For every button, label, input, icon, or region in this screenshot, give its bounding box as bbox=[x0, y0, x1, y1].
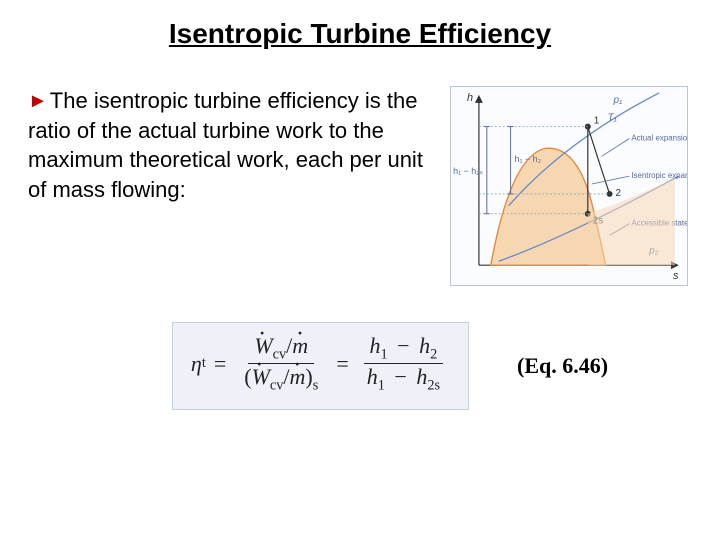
h1-h2-label: h₁ − h₂ bbox=[515, 154, 542, 164]
frac-1: Wcv/m (Wcv/m)s bbox=[238, 333, 324, 395]
state-1-label: 1 bbox=[594, 116, 600, 127]
page-title: Isentropic Turbine Efficiency bbox=[0, 0, 720, 50]
equals-1: = bbox=[214, 351, 226, 377]
lead-text: The bbox=[50, 88, 94, 113]
axis-h-label: h bbox=[467, 92, 473, 104]
eta-sub: t bbox=[202, 355, 206, 372]
definition-paragraph: ►The isentropic turbine efficiency is th… bbox=[28, 86, 428, 286]
content-row: ►The isentropic turbine efficiency is th… bbox=[0, 86, 720, 286]
equation-label: (Eq. 6.46) bbox=[517, 353, 608, 379]
eta: η bbox=[191, 351, 202, 377]
term-text: isentropic turbine efficiency bbox=[94, 88, 359, 113]
state-2-label: 2 bbox=[616, 188, 622, 199]
axis-s-label: s bbox=[673, 270, 679, 282]
hs-diagram: h s 1 T₁ p₁ 2s 2 bbox=[450, 86, 688, 286]
equals-2: = bbox=[336, 351, 348, 377]
actual-label: Actual expansion bbox=[631, 133, 688, 142]
diagram-container: h s 1 T₁ p₁ 2s 2 bbox=[428, 86, 692, 286]
p1-label: p₁ bbox=[613, 95, 623, 106]
frac-2: h1 − h2 h1 − h2s bbox=[361, 333, 446, 395]
h1-h2s-label: h₁ − h₂ₛ bbox=[453, 166, 483, 176]
equation-row: ηt = Wcv/m (Wcv/m)s = h1 − h2 h1 − h2s (… bbox=[0, 322, 720, 410]
isentropic-label: Isentropic expansion bbox=[631, 171, 688, 180]
equation-box: ηt = Wcv/m (Wcv/m)s = h1 − h2 h1 − h2s bbox=[172, 322, 469, 410]
bullet-icon: ► bbox=[28, 88, 48, 115]
t1-label: T₁ bbox=[608, 113, 617, 124]
